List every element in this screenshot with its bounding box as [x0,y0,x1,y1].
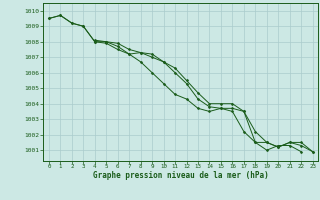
X-axis label: Graphe pression niveau de la mer (hPa): Graphe pression niveau de la mer (hPa) [93,171,269,180]
